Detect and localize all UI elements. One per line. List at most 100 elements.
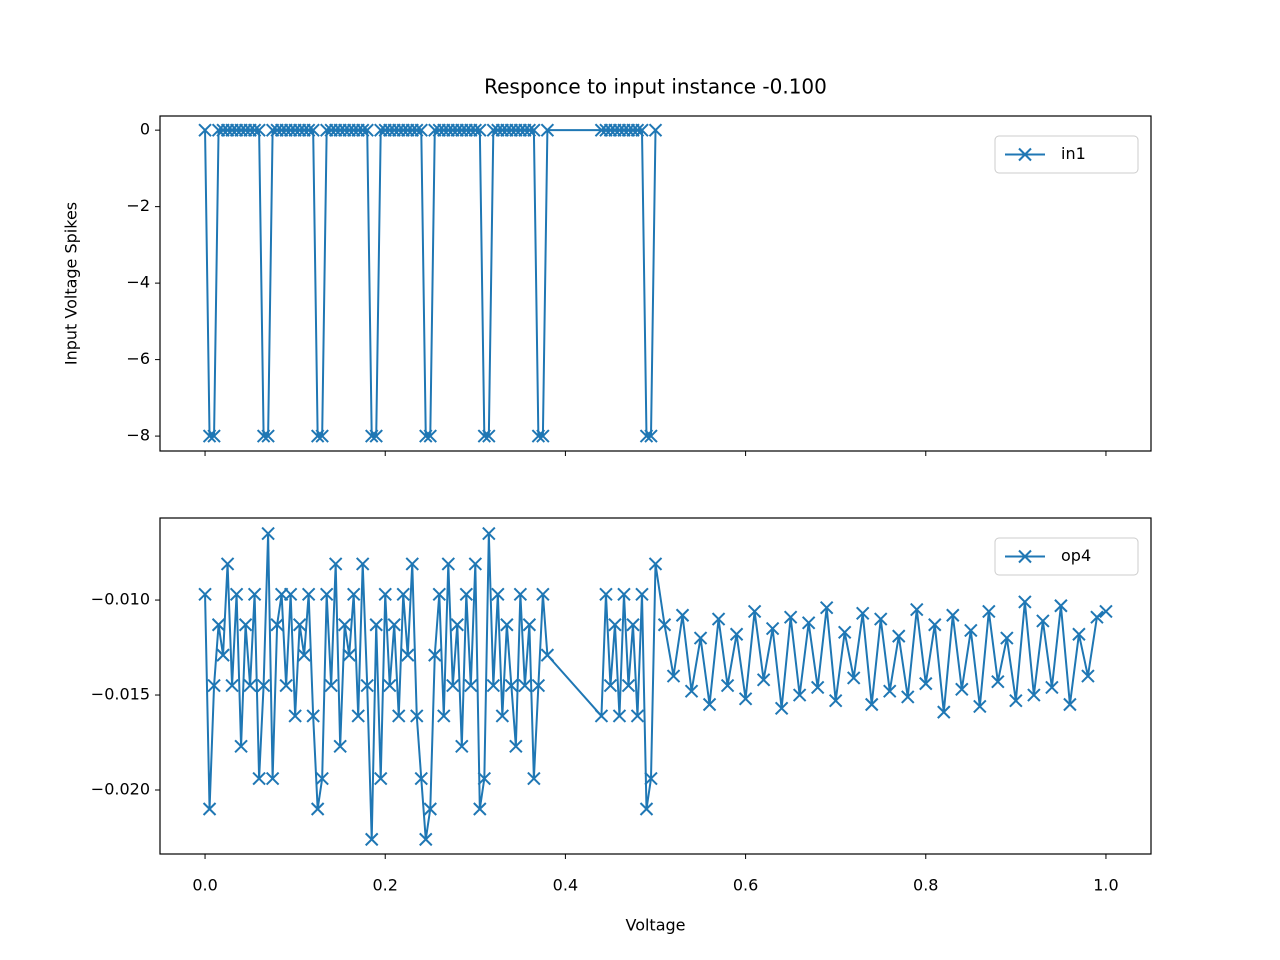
marker-stroke — [491, 587, 505, 602]
marker-stroke — [617, 587, 631, 602]
marker-stroke — [414, 123, 428, 137]
data-point — [1072, 627, 1086, 641]
data-point — [378, 587, 392, 602]
marker-stroke — [211, 618, 226, 632]
data-point — [401, 648, 415, 662]
data-point — [256, 678, 271, 693]
marker-stroke — [500, 618, 514, 632]
marker-stroke — [495, 709, 510, 723]
data-point — [531, 429, 546, 443]
data-point — [459, 587, 474, 602]
data-point — [626, 618, 640, 632]
marker-stroke — [608, 618, 622, 632]
data-point — [928, 618, 942, 632]
legend-box — [994, 537, 1139, 576]
marker-stroke — [594, 709, 609, 723]
marker-stroke — [310, 429, 325, 443]
marker-stroke — [729, 627, 744, 641]
y-axis-label: Input Voltage Spikes — [62, 202, 81, 365]
marker-stroke — [946, 608, 960, 622]
data-point — [265, 771, 280, 786]
marker-stroke — [279, 678, 293, 693]
y-tick-label: −4 — [126, 273, 150, 292]
data-point — [946, 608, 960, 622]
y-tick-label: −2 — [126, 196, 150, 215]
marker-stroke — [635, 123, 649, 137]
data-point — [522, 618, 537, 632]
marker-stroke — [630, 709, 645, 723]
data-point — [477, 429, 492, 443]
marker-stroke — [216, 648, 230, 662]
data-point — [229, 587, 244, 602]
data-point — [955, 682, 969, 697]
marker-stroke — [261, 429, 275, 443]
y-tick-label: −0.020 — [91, 779, 150, 798]
data-point — [774, 701, 789, 716]
data-point — [892, 629, 906, 643]
data-point — [396, 587, 410, 602]
marker-stroke — [648, 123, 663, 137]
marker-stroke — [527, 771, 541, 786]
data-point — [333, 739, 347, 754]
data-point — [252, 771, 266, 786]
marker-stroke — [603, 678, 618, 693]
data-point — [599, 587, 613, 602]
data-point — [405, 557, 419, 571]
marker-stroke — [1045, 680, 1059, 695]
data-point — [1063, 697, 1077, 712]
marker-stroke — [351, 709, 365, 723]
data-point — [874, 612, 888, 626]
data-point — [675, 608, 690, 622]
data-point — [365, 832, 379, 847]
marker-stroke — [621, 678, 636, 693]
marker-stroke — [639, 429, 654, 443]
data-point — [518, 678, 532, 693]
data-point — [801, 616, 816, 630]
marker-stroke — [657, 618, 672, 632]
data-point — [1018, 595, 1032, 609]
data-point — [491, 587, 505, 602]
data-point — [540, 123, 555, 137]
marker-stroke — [333, 739, 347, 754]
data-point — [297, 648, 311, 662]
data-point — [531, 678, 546, 693]
data-point — [765, 621, 780, 636]
data-point — [783, 610, 798, 624]
data-point — [270, 618, 284, 632]
data-point — [504, 678, 519, 693]
data-point — [846, 671, 861, 685]
marker-stroke — [792, 688, 807, 702]
data-point — [202, 429, 217, 443]
data-point — [279, 678, 293, 693]
axes-frame — [159, 115, 1152, 452]
marker-stroke — [301, 123, 316, 137]
data-point — [292, 618, 307, 632]
marker-stroke — [982, 604, 996, 619]
marker-stroke — [901, 690, 915, 704]
data-point — [315, 771, 329, 786]
data-point — [522, 123, 537, 137]
marker-stroke — [937, 705, 951, 719]
data-point — [301, 123, 316, 137]
marker-stroke — [1027, 688, 1041, 702]
data-point — [639, 802, 654, 816]
marker-stroke — [265, 771, 280, 786]
marker-stroke — [477, 429, 492, 443]
marker-stroke — [319, 587, 334, 602]
data-point — [513, 587, 528, 602]
marker-stroke — [315, 429, 329, 443]
marker-stroke — [437, 709, 451, 723]
axes-frame — [159, 517, 1152, 855]
y-tick-label: 0 — [140, 120, 150, 139]
data-point — [473, 123, 487, 137]
data-point — [369, 429, 383, 443]
data-point — [252, 123, 266, 137]
marker-stroke — [378, 587, 392, 602]
marker-stroke — [599, 587, 613, 602]
data-point — [644, 771, 658, 786]
data-point — [446, 678, 460, 693]
data-point — [261, 429, 275, 443]
data-point — [455, 739, 469, 754]
data-point — [414, 771, 428, 786]
marker-stroke — [536, 429, 550, 443]
